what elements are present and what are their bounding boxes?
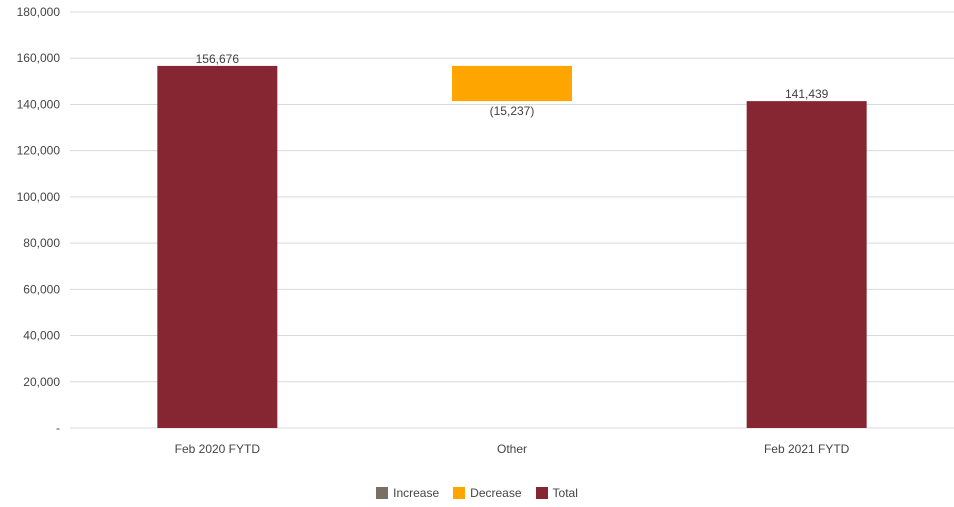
y-tick-label: 140,000 [17,97,61,111]
x-tick-label: Feb 2021 FYTD [764,442,850,456]
y-tick-label: 60,000 [23,282,60,296]
y-tick-label: 160,000 [17,51,61,65]
legend-swatch-increase [376,487,389,499]
legend-item-total[interactable]: Total [535,486,578,500]
legend-label-decrease: Decrease [470,486,522,500]
y-tick-label: 40,000 [23,329,60,343]
y-tick-label: 20,000 [23,375,60,389]
y-tick-label: 180,000 [17,5,61,19]
legend-swatch-decrease [453,487,466,499]
y-axis-ticks: - 20,000 40,000 60,000 80,000 100,000 120,000 1… [17,5,61,435]
bars [157,65,867,428]
data-label: 141,439 [785,87,829,101]
legend: Increase Decrease Total [0,486,954,500]
legend-swatch-total [535,487,548,499]
data-label: (15,237) [490,104,535,118]
x-tick-label: Feb 2020 FYTD [175,442,261,456]
legend-item-increase[interactable]: Increase [376,486,439,500]
legend-label-total: Total [552,486,578,500]
y-tick-label: 100,000 [17,190,61,204]
legend-item-decrease[interactable]: Decrease [453,486,522,500]
y-tick-label: 80,000 [23,236,60,250]
bar-decrease[interactable] [452,65,572,102]
legend-label-increase: Increase [393,486,440,500]
y-tick-label: 120,000 [17,144,61,158]
data-label: 156,676 [196,52,240,66]
bar-total[interactable] [746,101,867,428]
data-labels: 156,676 (15,237) 141,439 [196,52,829,118]
x-axis-ticks: Feb 2020 FYTD Other Feb 2021 FYTD [175,442,850,456]
bar-total[interactable] [157,65,278,428]
x-tick-label: Other [497,442,527,456]
y-tick-label: - [56,421,60,435]
